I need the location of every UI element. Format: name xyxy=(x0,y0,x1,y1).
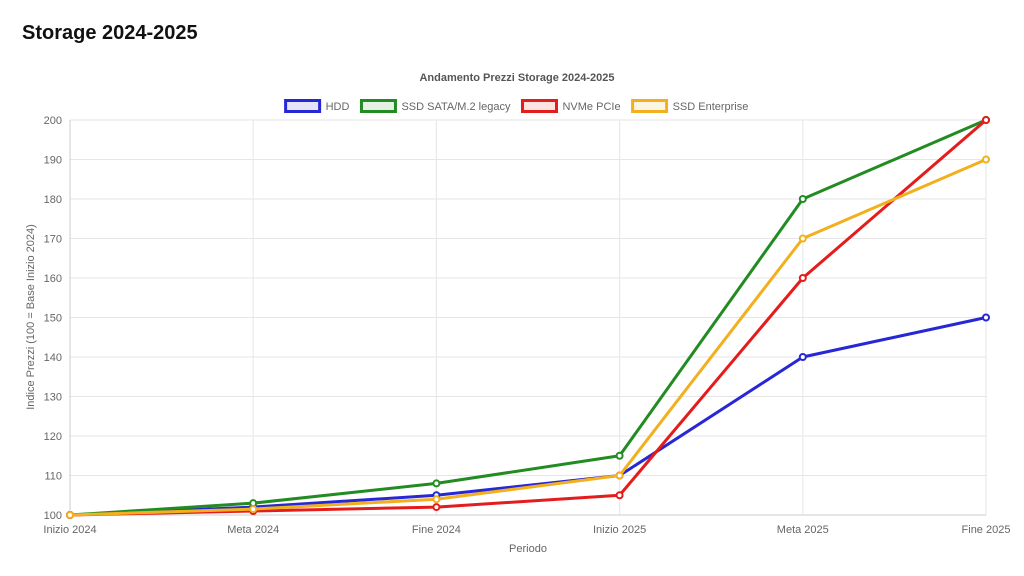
data-point[interactable] xyxy=(982,155,990,164)
y-tick-label: 170 xyxy=(44,234,62,246)
series-line-1 xyxy=(68,118,988,517)
data-point[interactable] xyxy=(615,451,624,460)
y-tick-label: 180 xyxy=(44,194,62,206)
y-tick-label: 120 xyxy=(44,431,62,443)
x-axis-title: Periodo xyxy=(509,543,547,555)
chart-legend[interactable]: HDD SSD SATA/M.2 legacy NVMe PCIe SSD Enter… xyxy=(284,99,749,114)
data-point[interactable] xyxy=(432,479,441,488)
x-tick-label: Fine 2025 xyxy=(962,524,1011,536)
data-point[interactable] xyxy=(432,495,441,504)
chart-title: Andamento Prezzi Storage 2024-2025 xyxy=(419,72,614,84)
y-tick-label: 200 xyxy=(44,115,62,127)
legend-label: HDD xyxy=(326,101,350,113)
legend-label: NVMe PCIe xyxy=(562,101,620,113)
x-tick-label: Meta 2025 xyxy=(777,524,829,536)
series-line-2 xyxy=(68,118,988,517)
x-tick-label: Inizio 2024 xyxy=(43,524,96,536)
data-point[interactable] xyxy=(432,503,441,512)
series-line-3 xyxy=(68,158,988,517)
chart-axes: 100 110 120 130 140 150 160 170 180 190 200 Inizio … xyxy=(43,115,1010,536)
y-axis-title: Indice Prezzi (100 = Base Inizio 2024) xyxy=(25,224,37,410)
legend-item[interactable]: NVMe PCIe xyxy=(520,99,621,114)
data-point[interactable] xyxy=(798,353,807,361)
y-tick-label: 190 xyxy=(44,155,62,167)
data-point[interactable] xyxy=(615,471,624,480)
page-title: Storage 2024-2025 xyxy=(22,22,198,44)
data-point[interactable] xyxy=(615,491,624,500)
legend-label: SSD SATA/M.2 legacy xyxy=(401,101,511,113)
data-point[interactable] xyxy=(982,116,990,124)
chart-series xyxy=(66,116,990,519)
data-point[interactable] xyxy=(798,234,807,243)
y-tick-label: 100 xyxy=(44,510,62,522)
data-point[interactable] xyxy=(798,195,807,203)
legend-swatch xyxy=(359,99,397,113)
legend-swatch xyxy=(284,99,322,113)
x-tick-label: Fine 2024 xyxy=(412,524,461,536)
data-point[interactable] xyxy=(798,274,807,282)
legend-swatch xyxy=(631,99,669,113)
legend-label: SSD Enterprise xyxy=(673,101,749,113)
legend-item[interactable]: SSD Enterprise xyxy=(631,99,749,114)
y-tick-label: 160 xyxy=(44,273,62,285)
x-tick-label: Meta 2024 xyxy=(227,524,279,536)
legend-item[interactable]: SSD SATA/M.2 legacy xyxy=(359,99,511,114)
data-point[interactable] xyxy=(66,511,74,519)
y-tick-label: 150 xyxy=(44,313,62,325)
data-point[interactable] xyxy=(249,505,258,514)
data-point[interactable] xyxy=(982,313,990,322)
y-tick-label: 140 xyxy=(44,352,62,364)
y-tick-label: 130 xyxy=(44,392,62,404)
y-tick-label: 110 xyxy=(44,471,62,483)
x-tick-label: Inizio 2025 xyxy=(593,524,646,536)
legend-item[interactable]: HDD xyxy=(284,99,350,114)
legend-swatch xyxy=(520,99,558,113)
series-line-0 xyxy=(68,316,988,517)
